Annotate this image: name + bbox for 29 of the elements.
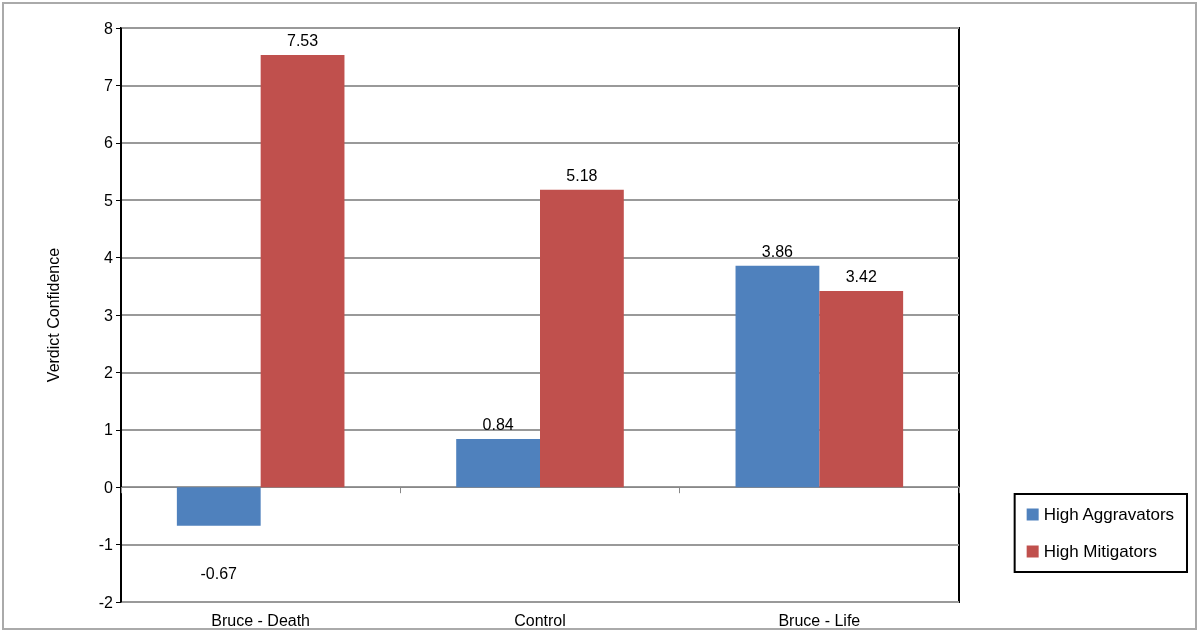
- bar: [735, 265, 820, 488]
- y-tick-label: -1: [98, 536, 114, 554]
- y-tick-label: -2: [98, 593, 114, 611]
- data-label: 7.53: [287, 32, 319, 50]
- y-tick-label: 4: [104, 249, 114, 267]
- bar: [540, 189, 624, 488]
- legend-label: High Mitigators: [1043, 542, 1158, 561]
- data-label: 5.18: [566, 167, 598, 185]
- bar: [176, 487, 261, 526]
- bar: [260, 54, 345, 488]
- data-label: 3.86: [761, 243, 794, 261]
- data-label: 0.84: [482, 416, 514, 434]
- y-tick-label: 8: [104, 19, 114, 37]
- x-tick-label: Control: [514, 611, 566, 629]
- y-tick-label: 5: [104, 191, 114, 209]
- data-label: -0.67: [200, 565, 238, 583]
- data-label: 3.42: [845, 268, 877, 286]
- legend-label: High Aggravators: [1043, 505, 1175, 524]
- y-tick-label: 0: [104, 478, 114, 496]
- x-tick-label: Bruce - Life: [778, 611, 861, 629]
- y-tick-label: 6: [104, 134, 114, 152]
- y-tick-label: 7: [104, 76, 114, 94]
- y-tick-label: 2: [104, 363, 114, 381]
- x-tick-label: Bruce - Death: [211, 611, 311, 629]
- bar: [819, 290, 904, 488]
- y-tick-label: 1: [104, 421, 114, 439]
- y-tick-label: 3: [104, 306, 114, 324]
- y-axis-title: Verdict Confidence: [44, 247, 62, 383]
- bar: [456, 438, 540, 488]
